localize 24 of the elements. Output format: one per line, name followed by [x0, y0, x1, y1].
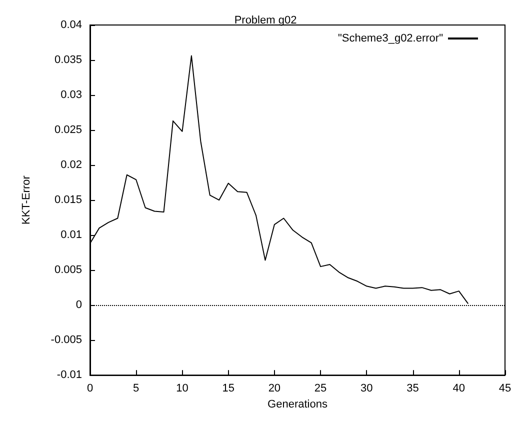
- x-tick-label: 5: [133, 382, 140, 395]
- legend-label: "Scheme3_g02.error": [338, 32, 444, 44]
- x-axis-title: Generations: [268, 398, 328, 410]
- y-tick-label: 0.01: [60, 229, 82, 242]
- x-tick-label: 15: [222, 382, 234, 395]
- x-tick-label: 35: [406, 382, 419, 395]
- y-tick-label: 0.03: [60, 89, 82, 102]
- x-tick-label: 10: [176, 382, 188, 395]
- y-tick-label: 0.025: [54, 124, 82, 136]
- y-tick-label: -0.005: [50, 334, 82, 346]
- y-tick-label: 0: [76, 299, 82, 312]
- y-tick-label: 0.02: [60, 159, 82, 172]
- y-tick-label: -0.01: [56, 369, 82, 382]
- x-tick-label: 40: [452, 382, 466, 395]
- y-axis-title: KKT-Error: [20, 175, 32, 225]
- y-tick-label: 0.015: [54, 194, 82, 206]
- x-tick-label: 30: [360, 382, 373, 395]
- x-tick-label: 0: [86, 382, 94, 395]
- y-tick-label: 0.035: [54, 54, 82, 66]
- y-tick-label: 0.04: [60, 19, 82, 31]
- x-tick-label: 25: [314, 382, 327, 395]
- y-tick-label: 0.005: [54, 264, 82, 276]
- x-tick-label: 20: [268, 382, 281, 395]
- x-tick-label: 45: [498, 382, 512, 395]
